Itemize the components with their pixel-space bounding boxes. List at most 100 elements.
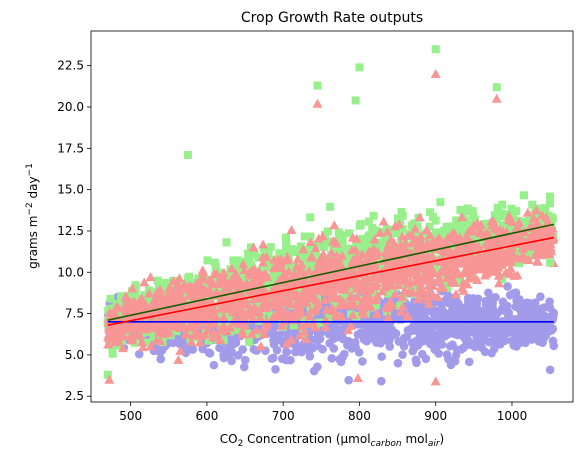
y-tick-label: 20.0 xyxy=(57,100,84,114)
data-point xyxy=(278,354,287,363)
data-point xyxy=(363,337,372,346)
y-tick-label: 5.0 xyxy=(65,348,84,362)
data-point xyxy=(395,337,404,346)
data-point xyxy=(377,352,386,361)
y-tick-label: 22.5 xyxy=(57,59,84,73)
data-point xyxy=(493,83,501,91)
data-point xyxy=(258,239,268,248)
data-point xyxy=(432,346,441,355)
data-point xyxy=(270,330,279,339)
data-point xyxy=(358,357,367,366)
data-point xyxy=(156,348,165,357)
data-point xyxy=(549,342,558,351)
data-point xyxy=(230,339,239,348)
x-tick-label: 600 xyxy=(195,409,218,423)
data-point xyxy=(313,99,323,108)
data-point xyxy=(365,233,373,241)
data-point xyxy=(365,218,373,226)
data-point xyxy=(109,350,117,358)
y-tick-label: 7.5 xyxy=(65,307,84,321)
data-point xyxy=(329,344,338,353)
data-point xyxy=(477,309,486,318)
x-tick-label: 1000 xyxy=(497,409,528,423)
data-point xyxy=(394,359,403,368)
data-point xyxy=(223,238,231,246)
data-point xyxy=(377,377,386,386)
y-tick-label: 2.5 xyxy=(65,389,84,403)
data-point xyxy=(509,328,518,337)
data-point xyxy=(546,258,554,266)
data-point xyxy=(355,348,364,357)
data-point xyxy=(299,342,308,351)
data-point xyxy=(423,330,432,339)
data-point xyxy=(412,337,421,346)
data-point xyxy=(245,338,253,346)
data-point xyxy=(385,342,394,351)
data-point xyxy=(473,327,482,336)
data-point xyxy=(485,322,494,331)
data-point xyxy=(463,335,472,344)
data-point xyxy=(210,361,219,370)
data-point xyxy=(352,96,360,104)
data-point xyxy=(329,220,339,229)
data-point xyxy=(339,335,348,344)
data-point xyxy=(477,342,486,351)
data-point xyxy=(512,296,521,305)
data-point xyxy=(528,201,536,209)
data-point xyxy=(491,293,500,302)
data-point xyxy=(450,329,459,338)
data-point xyxy=(356,320,365,329)
data-point xyxy=(426,208,434,216)
data-point xyxy=(432,331,441,340)
data-point xyxy=(536,311,545,320)
data-point xyxy=(347,342,356,351)
y-tick-label: 12.5 xyxy=(57,224,84,238)
x-axis-label: CO2 Concentration (µmolcarbon molair) xyxy=(220,432,444,449)
data-point xyxy=(198,265,208,274)
data-point xyxy=(301,232,309,240)
data-point xyxy=(184,151,192,159)
data-point xyxy=(211,259,219,267)
y-tick-label: 15.0 xyxy=(57,183,84,197)
x-tick-label: 700 xyxy=(272,409,295,423)
data-point xyxy=(325,330,334,339)
data-point xyxy=(498,201,506,209)
data-point xyxy=(482,300,491,309)
y-axis-label: grams m−2 day−1 xyxy=(25,163,40,269)
data-point xyxy=(320,243,328,251)
data-point xyxy=(234,256,242,264)
data-point xyxy=(546,199,554,207)
data-point xyxy=(412,359,421,368)
data-point xyxy=(308,344,317,353)
data-point xyxy=(388,331,397,340)
data-point xyxy=(204,256,212,264)
data-point xyxy=(175,339,184,348)
data-point xyxy=(467,310,476,319)
data-point xyxy=(436,198,444,206)
data-point xyxy=(271,365,280,374)
data-point xyxy=(173,355,183,364)
data-point xyxy=(327,354,336,363)
data-point xyxy=(306,213,314,221)
data-point xyxy=(447,361,456,370)
data-point xyxy=(310,367,319,376)
data-point xyxy=(422,355,431,364)
data-point xyxy=(339,237,347,245)
data-point xyxy=(465,358,474,367)
data-point xyxy=(414,308,423,317)
data-point xyxy=(219,350,228,359)
scatter-series xyxy=(103,45,559,385)
data-point xyxy=(464,298,473,307)
y-tick-label: 17.5 xyxy=(57,141,84,155)
data-point xyxy=(526,299,535,308)
x-tick-label: 500 xyxy=(119,409,142,423)
data-point xyxy=(344,376,353,385)
data-point xyxy=(540,303,549,312)
data-point xyxy=(398,350,407,359)
data-point xyxy=(546,326,555,335)
x-tick-label: 900 xyxy=(424,409,447,423)
y-axis: 2.55.07.510.012.515.017.520.022.5 xyxy=(57,59,91,404)
data-point xyxy=(268,354,277,363)
data-point xyxy=(448,340,457,349)
